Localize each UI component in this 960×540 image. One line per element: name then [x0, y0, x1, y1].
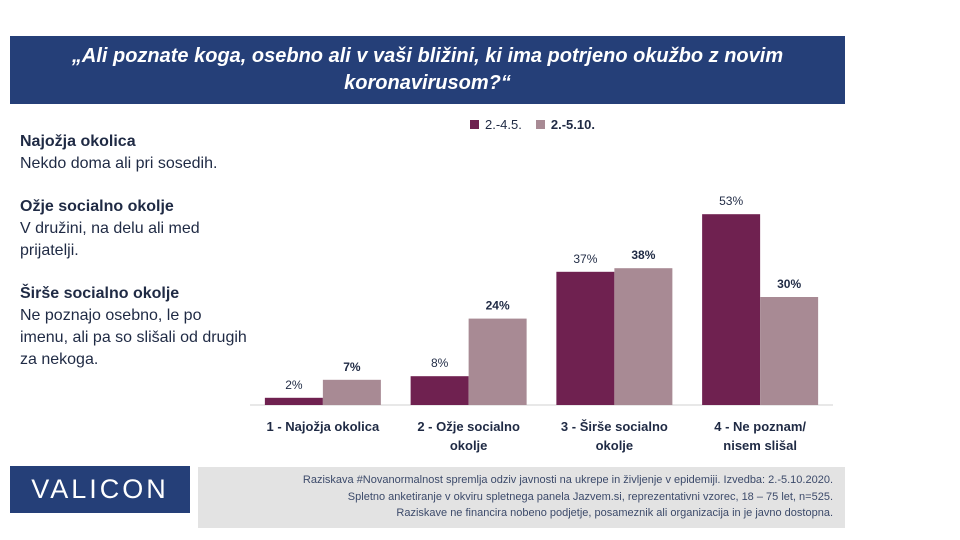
category-label-4: 4 - Ne poznam/ [714, 419, 806, 434]
bar-s1-c3 [556, 271, 615, 405]
legend-label-series1: 2.-4.5. [485, 117, 522, 132]
data-label-s1-c3: 37% [573, 252, 597, 266]
data-label-s1-c4: 53% [719, 194, 743, 208]
data-label-s2-c1: 7% [343, 360, 361, 374]
data-label-s1-c1: 2% [285, 378, 303, 392]
legend-swatch-series1 [470, 120, 479, 129]
data-label-s2-c2: 24% [486, 299, 510, 313]
description-heading: Najožja okolica [20, 133, 136, 150]
description-sirse: Širše socialno okolje Ne poznajo osebno,… [20, 283, 250, 371]
footnote-line: Spletno anketiranje v okviru spletnega p… [347, 490, 833, 503]
bar-s2-c3 [614, 268, 673, 405]
footnote: Raziskava #Novanormalnost spremlja odziv… [198, 467, 845, 528]
title-banner: „Ali poznate koga, osebno ali v vaši bli… [10, 36, 845, 104]
description-text: Ne poznajo osebno, le po imenu, ali pa s… [20, 307, 247, 368]
bar-s1-c4 [702, 214, 761, 405]
chart-title: „Ali poznate koga, osebno ali v vaši bli… [71, 45, 784, 94]
footnote-line: Raziskave ne financira nobeno podjetje, … [396, 507, 833, 519]
bar-s2-c4 [760, 297, 819, 405]
bar-s2-c1 [322, 379, 381, 405]
description-najozja: Najožja okolica Nekdo doma ali pri sosed… [20, 131, 250, 175]
data-label-s2-c3: 38% [631, 248, 655, 262]
description-heading: Širše socialno okolje [20, 285, 180, 302]
category-label-2: okolje [450, 438, 488, 453]
category-descriptions: Najožja okolica Nekdo doma ali pri sosed… [20, 131, 250, 392]
bar-s1-c1 [264, 397, 323, 405]
category-label-3: okolje [596, 438, 634, 453]
description-ozje: Ožje socialno okolje V družini, na delu … [20, 196, 250, 262]
valicon-logo: VALICON [10, 466, 190, 513]
legend-item-series2: 2.-5.10. [535, 117, 595, 132]
description-text: V družini, na delu ali med prijatelji. [20, 220, 200, 259]
description-text: Nekdo doma ali pri sosedih. [20, 155, 218, 172]
legend-swatch-series2 [535, 120, 545, 129]
category-label-4: nisem slišal [723, 438, 797, 453]
logo-text: VALICON [31, 474, 169, 504]
legend-item-series1: 2.-4.5. [470, 117, 522, 132]
category-label-1: 1 - Najožja okolica [267, 419, 380, 434]
footnote-line: Raziskava #Novanormalnost spremlja odziv… [302, 474, 833, 486]
data-label-s2-c4: 30% [777, 277, 801, 291]
category-label-3: 3 - Širše socialno [561, 419, 668, 434]
bar-s2-c2 [468, 318, 527, 405]
legend-label-series2: 2.-5.10. [550, 117, 595, 132]
category-label-2: 2 - Ožje socialno [417, 419, 520, 434]
chart-legend: 2.-4.5. 2.-5.10. [470, 117, 609, 132]
description-heading: Ožje socialno okolje [20, 198, 174, 215]
bar-s1-c2 [410, 376, 469, 405]
data-label-s1-c2: 8% [431, 356, 449, 370]
